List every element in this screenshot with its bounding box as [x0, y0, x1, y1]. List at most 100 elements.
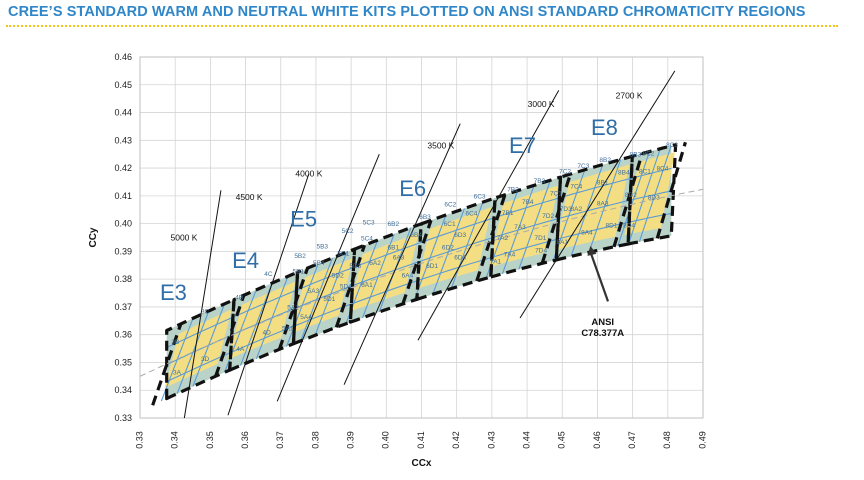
- blackbody-locus: [139, 188, 704, 377]
- kit-boundary-line: [401, 219, 433, 305]
- cell-label: 3A: [173, 370, 182, 377]
- cell-label: 6D1: [426, 263, 438, 270]
- quad-column-line: [617, 151, 650, 247]
- cell-label: 7C4: [570, 184, 582, 191]
- cell-label: 8C1: [639, 168, 651, 175]
- x-tick-label: 0.48: [662, 431, 672, 449]
- y-tick-label: 0.42: [114, 163, 132, 173]
- cell-label: 7B1: [502, 210, 514, 217]
- x-tick-label: 0.49: [697, 431, 707, 449]
- kit-label: E7: [509, 133, 536, 158]
- cell-label: 8B4: [618, 170, 630, 177]
- cell-label: 7A1: [490, 259, 502, 266]
- cct-line: [519, 70, 676, 319]
- cct-line: [227, 173, 310, 416]
- cell-label: 5C3: [363, 220, 375, 227]
- cct-line: [417, 90, 560, 341]
- kit-region-outline: [228, 270, 300, 372]
- annotation-text: ANSI: [591, 317, 614, 328]
- x-tick-label: 0.40: [381, 431, 391, 449]
- cell-label: 7C2: [559, 168, 571, 175]
- cell-label: 6B2: [388, 221, 400, 228]
- cell-label: 7D1: [534, 235, 546, 242]
- cell-label: 5B3: [316, 243, 328, 250]
- x-axis-title: CCx: [411, 458, 431, 469]
- kit-label: E3: [160, 280, 187, 305]
- cell-label: 5D4: [340, 284, 352, 291]
- quad-column-line: [485, 190, 519, 279]
- y-tick-label: 0.37: [114, 302, 132, 312]
- kit-region-outline: [489, 175, 563, 279]
- cell-label: 7B2: [507, 186, 519, 193]
- kit-boundary-line: [214, 294, 246, 377]
- cell-label: 3D: [201, 356, 210, 363]
- x-tick-label: 0.38: [310, 431, 320, 449]
- quad-column-line: [432, 208, 465, 295]
- y-tick-label: 0.41: [114, 191, 132, 201]
- quad-column-line: [255, 276, 289, 360]
- title-dotted-rule: [6, 25, 838, 27]
- quad-column-line: [362, 233, 395, 318]
- cell-label: 3B: [171, 339, 179, 346]
- cell-label: 5B2: [294, 253, 306, 260]
- cell-label: 7D3: [560, 206, 572, 213]
- cell-label: 4B: [235, 295, 243, 302]
- quad-column-line: [300, 257, 333, 342]
- kit-labels: E3 E4 E5 E6 E7 E8: [160, 115, 618, 305]
- quad-column-line: [588, 159, 622, 253]
- y-axis-title: CCy: [88, 227, 99, 247]
- kit-boundary-line: [655, 141, 687, 239]
- cct-label: 3000 K: [528, 99, 555, 109]
- quad-column-line: [176, 310, 210, 394]
- cell-label: 4D: [263, 329, 272, 336]
- kit-outlines: [151, 141, 687, 406]
- quad-column-line: [314, 252, 348, 336]
- cell-label: 5A4: [300, 314, 312, 321]
- cct-label: 3500 K: [427, 141, 454, 151]
- annotation-arrow-head: [587, 245, 597, 256]
- cell-label: 5B1: [293, 268, 305, 275]
- kit-boundary-line: [151, 323, 183, 406]
- kit-region-outline: [348, 222, 423, 324]
- kit-region-outline: [165, 298, 236, 401]
- cct-line: [276, 154, 380, 402]
- cell-label: 8C3: [666, 142, 678, 149]
- y-tick-label: 0.36: [114, 330, 132, 340]
- cell-label: 7A3: [514, 224, 526, 231]
- cell-label: 5C2: [342, 228, 354, 235]
- cell-label: 5D3: [349, 263, 361, 270]
- y-tick-label: 0.43: [114, 135, 132, 145]
- cct-lines: 5000 K 4500 K 4000 K 3500 K 3000 K 2700 K: [171, 70, 676, 419]
- x-tick-label: 0.35: [205, 431, 215, 449]
- y-tick-label: 0.44: [114, 108, 132, 118]
- x-tick-label: 0.39: [346, 431, 356, 449]
- y-tick-label: 0.34: [114, 385, 132, 395]
- x-tick-label: 0.36: [240, 431, 250, 449]
- quad-column-line: [239, 282, 273, 366]
- cell-label: 8B3: [630, 152, 642, 159]
- x-axis-ticks: 0.33 0.34 0.35 0.36 0.37 0.38 0.39 0.40 0.41 0.42…: [134, 431, 707, 449]
- x-tick-label: 0.46: [592, 431, 602, 449]
- cell-label: 6B4: [410, 232, 422, 239]
- quad-column-line: [638, 145, 672, 242]
- x-tick-label: 0.45: [557, 431, 567, 449]
- cell-label: 3C: [201, 309, 210, 316]
- y-tick-label: 0.40: [114, 219, 132, 229]
- cell-label: 7C3: [577, 163, 589, 170]
- cell-label: 7C1: [550, 191, 562, 198]
- cell-label: 7B3: [534, 178, 546, 185]
- cell-label: 8D4: [623, 223, 635, 230]
- cell-label: 8A4: [581, 229, 593, 236]
- quad-row-line: [166, 167, 672, 348]
- cell-label: 6B1: [388, 245, 400, 252]
- cell-label: 7B4: [522, 199, 534, 206]
- cct-label: 5000 K: [171, 232, 198, 242]
- plot-frame: [139, 56, 704, 419]
- x-tick-label: 0.37: [275, 431, 285, 449]
- quad-column-line: [501, 185, 535, 274]
- kit-boundary-line: [612, 153, 644, 248]
- quad-column-line: [518, 180, 551, 270]
- page-title: CREE’S STANDARD WARM AND NEUTRAL WHITE K…: [8, 4, 806, 20]
